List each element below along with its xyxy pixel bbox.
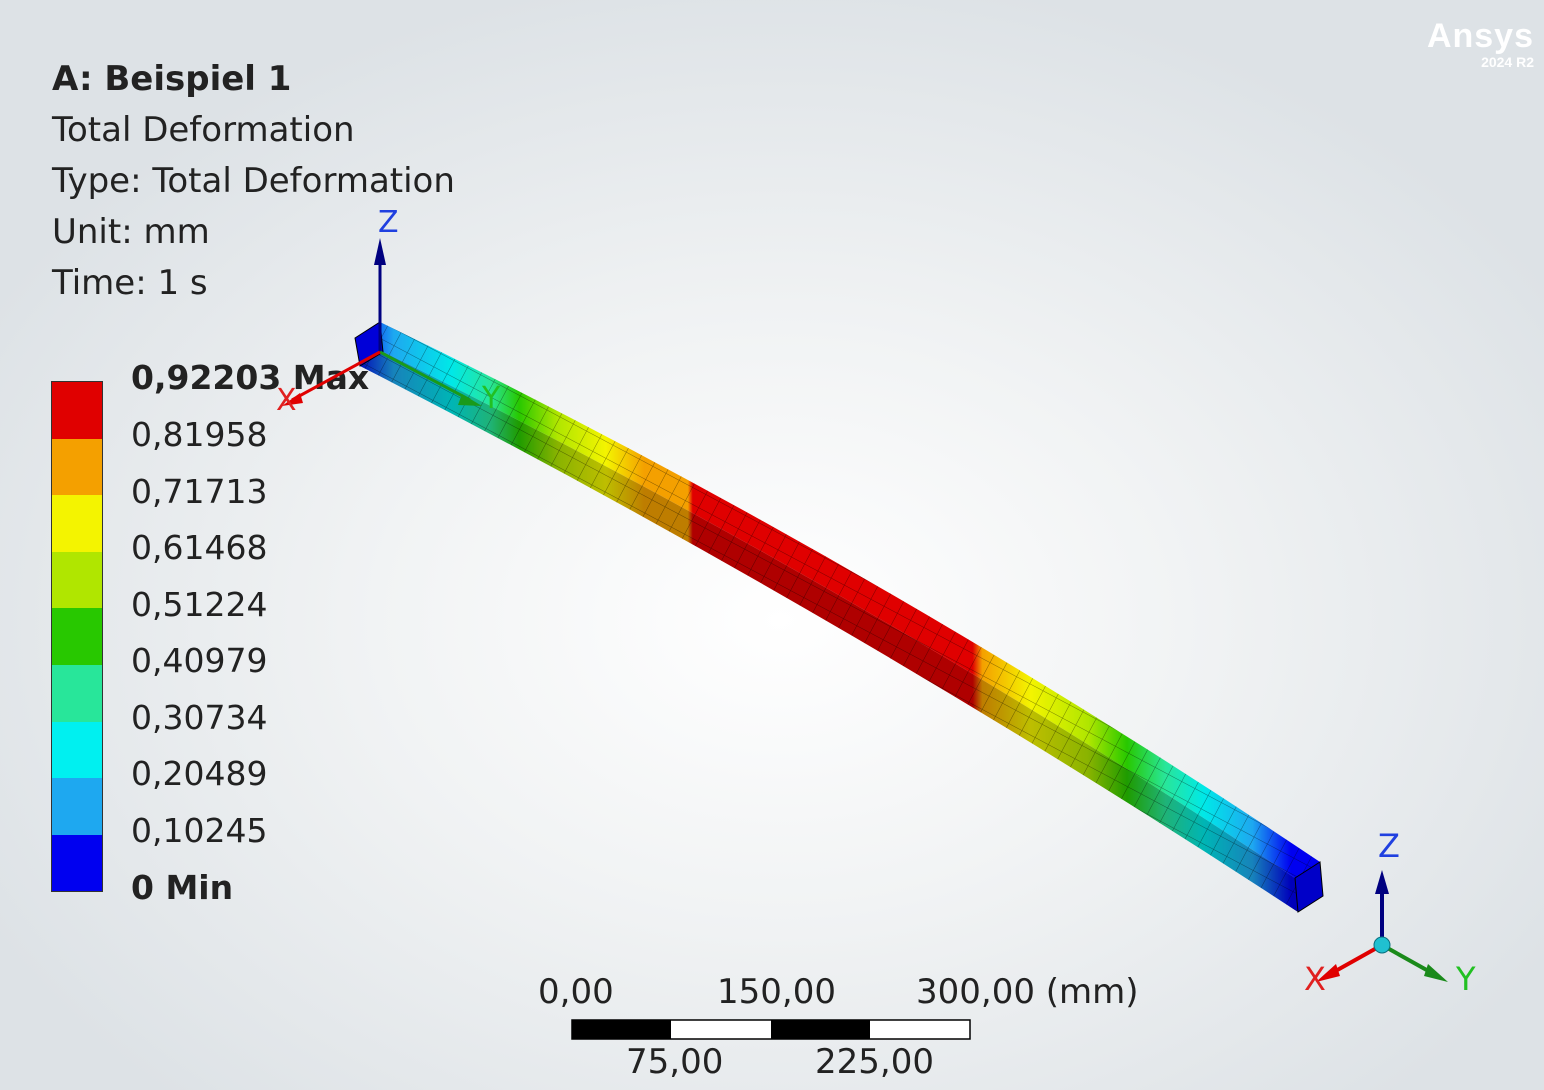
legend-min-label[interactable]: 0 Min: [131, 868, 234, 907]
legend-band: [52, 721, 102, 779]
legend-band: [52, 608, 102, 665]
scale-label-bottom: 225,00: [815, 1042, 934, 1082]
triad-origin-ball: [1373, 936, 1391, 954]
legend-label[interactable]: 0,71713: [131, 472, 268, 511]
x-axis-line: [291, 350, 381, 402]
z-arrow-icon: [374, 238, 386, 265]
result-time: Time: 1 s: [52, 263, 208, 303]
corner-z-label: Z: [1378, 827, 1400, 865]
legend-band: [52, 495, 102, 552]
z-arrow-icon: [1375, 870, 1389, 894]
legend-label[interactable]: 0,81958: [131, 415, 268, 454]
corner-triad[interactable]: Z Y X: [1304, 827, 1476, 998]
scale-label-top: 0,00: [538, 972, 614, 1012]
system-title: A: Beispiel 1: [52, 59, 292, 99]
x-axis-line: [1331, 943, 1383, 975]
legend-max-label[interactable]: 0,92203 Max: [131, 358, 370, 397]
legend-label[interactable]: 0,40979: [131, 641, 268, 680]
y-arrow-icon: [458, 394, 482, 406]
scale-bar: [571, 1019, 971, 1040]
scale-label-bottom: 75,00: [626, 1042, 724, 1082]
result-type: Type: Total Deformation: [52, 161, 455, 201]
scale-label-top-unit: 300,00 (mm): [916, 972, 1139, 1012]
legend-label[interactable]: 0,51224: [131, 585, 268, 624]
scale-segment: [771, 1020, 870, 1039]
y-axis-line: [379, 350, 471, 402]
x-arrow-icon: [282, 393, 303, 406]
origin-z-label: Z: [378, 205, 399, 240]
legend-band: [52, 834, 102, 892]
legend-band: [52, 438, 102, 496]
result-name: Total Deformation: [52, 110, 355, 150]
origin-x-label: X: [276, 383, 297, 418]
origin-y-label: Y: [481, 381, 501, 416]
x-arrow-icon: [1316, 964, 1340, 982]
beam-mesh-side: [355, 338, 1298, 912]
legend-label[interactable]: 0,10245: [131, 811, 268, 850]
legend-label[interactable]: 0,30734: [131, 698, 268, 737]
legend-label[interactable]: 0,61468: [131, 528, 268, 567]
ansys-logo: Ansys 2024 R2: [1427, 18, 1534, 70]
corner-y-label: Y: [1455, 960, 1476, 998]
result-unit: Unit: mm: [52, 212, 210, 252]
legend-band: [52, 551, 102, 609]
scale-label-top: 150,00: [717, 972, 836, 1012]
legend-label[interactable]: 0,20489: [131, 754, 268, 793]
legend-band: [52, 664, 102, 722]
corner-x-label: X: [1304, 960, 1326, 998]
origin-triad[interactable]: Z Y X: [276, 205, 501, 418]
scale-segment: [572, 1020, 671, 1039]
result-header: A: Beispiel 1 Total Deformation Type: To…: [52, 54, 455, 309]
legend-band: [52, 778, 102, 835]
y-axis-line: [1381, 943, 1433, 975]
contour-legend-bar[interactable]: [51, 381, 103, 893]
beam-mesh-top: [355, 322, 1320, 878]
legend-band: [52, 382, 102, 439]
beam-end-face: [1294, 861, 1324, 913]
logo-brand: Ansys: [1426, 17, 1534, 55]
y-arrow-icon: [1424, 964, 1448, 982]
logo-version: 2024 R2: [1481, 54, 1534, 70]
